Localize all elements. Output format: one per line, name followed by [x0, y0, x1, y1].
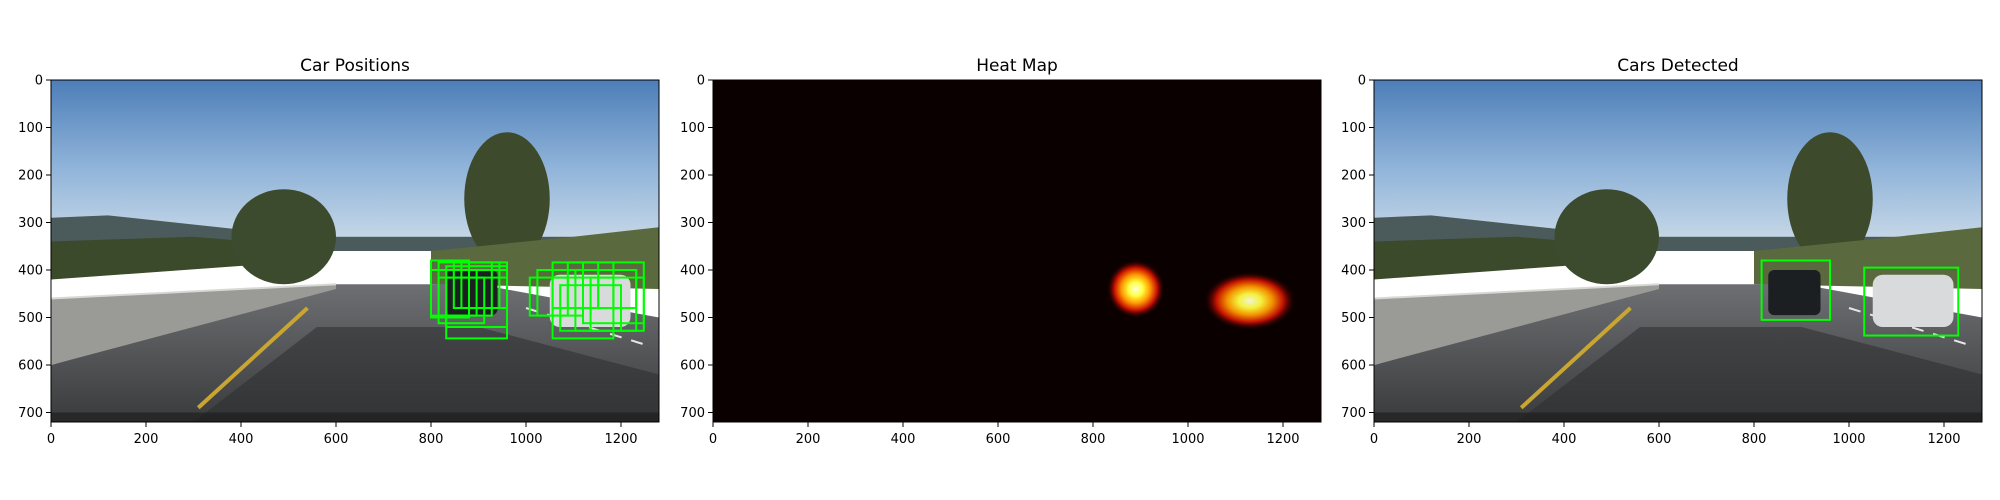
panel-1: Car Positions 0 200 400 600 800 1000 1200 0 100 20…: [18, 56, 660, 447]
x-tick-label: 800: [1742, 432, 1767, 447]
y-tick-label: 700: [18, 406, 43, 421]
y-tick-label: 700: [1341, 406, 1366, 421]
tree-right: [1787, 132, 1873, 266]
hood: [51, 412, 659, 422]
y-tick-label: 500: [680, 311, 705, 326]
y-tick-label: 500: [1341, 311, 1366, 326]
axes-frame: [1373, 79, 1983, 423]
plot-area: [713, 80, 1321, 422]
tree-right: [464, 132, 550, 266]
heat-hotspot: [1107, 260, 1165, 318]
panel-title: Car Positions: [300, 56, 410, 76]
panel-3: Cars Detected 0 200 400 600 800 1000 1200 0 100 20…: [1341, 56, 1983, 447]
barrier-rail: [51, 283, 337, 300]
x-tick-label: 1200: [1927, 432, 1960, 447]
detection-box: [1760, 259, 1831, 321]
y-tick-label: 200: [1341, 169, 1366, 184]
axes-frame: [50, 79, 660, 423]
plot-area: [1374, 80, 1982, 422]
y-tick-label: 200: [680, 169, 705, 184]
detection-box: [430, 269, 478, 317]
y-tick-label: 400: [18, 264, 43, 279]
y-tick-label: 700: [680, 406, 705, 421]
heatmap-background: [713, 80, 1321, 422]
axes-frame: [712, 79, 1322, 423]
x-tick-label: 400: [229, 432, 254, 447]
y-tick-label: 0: [1358, 74, 1366, 89]
x-tick-label: 1200: [604, 432, 637, 447]
y-tick-label: 600: [680, 359, 705, 374]
y-tick-label: 300: [1341, 216, 1366, 231]
x-tick-label: 200: [134, 432, 159, 447]
y-tick-label: 0: [697, 74, 705, 89]
car-black: [1768, 270, 1821, 316]
y-tick-label: 0: [35, 74, 43, 89]
y-tick-label: 400: [680, 264, 705, 279]
x-tick-label: 200: [1457, 432, 1482, 447]
x-tick-label: 800: [419, 432, 444, 447]
sky: [51, 80, 659, 237]
y-tick-label: 100: [1341, 121, 1366, 136]
road-shadow: [1516, 327, 1982, 422]
barrier-rail: [1374, 283, 1660, 300]
plot-area: [51, 80, 659, 422]
panel-title: Heat Map: [976, 56, 1058, 76]
y-tick-label: 600: [1341, 359, 1366, 374]
heat-hotspot: [1204, 272, 1295, 330]
x-tick-label: 800: [1081, 432, 1106, 447]
y-tick-label: 600: [18, 359, 43, 374]
detection-box: [597, 269, 638, 309]
x-tick-label: 0: [47, 432, 55, 447]
panel-title: Cars Detected: [1617, 56, 1738, 76]
tree-left: [231, 189, 336, 285]
y-tick-label: 300: [680, 216, 705, 231]
x-tick-label: 400: [1552, 432, 1577, 447]
x-tick-label: 600: [324, 432, 349, 447]
detection-box: [445, 276, 509, 340]
x-tick-label: 1200: [1266, 432, 1299, 447]
y-tick-label: 500: [18, 311, 43, 326]
x-tick-label: 1000: [1171, 432, 1204, 447]
barrier: [51, 284, 336, 365]
x-tick-label: 400: [891, 432, 916, 447]
x-tick-label: 600: [986, 432, 1011, 447]
y-tick-label: 400: [1341, 264, 1366, 279]
yellow-lane-line: [196, 306, 309, 410]
detection-box: [1863, 266, 1960, 337]
y-tick-label: 100: [18, 121, 43, 136]
panel-2: Heat Map 0 200 400 600 800 1000 1200 0 100 200 300 4…: [680, 56, 1322, 447]
x-tick-label: 200: [796, 432, 821, 447]
x-tick-label: 0: [709, 432, 717, 447]
car-white: [1872, 274, 1954, 327]
tree-left: [1554, 189, 1659, 285]
road-shadow: [193, 327, 659, 422]
yellow-lane-line: [1519, 306, 1632, 410]
y-tick-label: 100: [680, 121, 705, 136]
x-tick-label: 0: [1370, 432, 1378, 447]
y-tick-label: 300: [18, 216, 43, 231]
sky: [1374, 80, 1982, 237]
x-tick-label: 1000: [1832, 432, 1865, 447]
barrier: [1374, 284, 1659, 365]
y-tick-label: 200: [18, 169, 43, 184]
x-tick-label: 600: [1647, 432, 1672, 447]
hood: [1374, 412, 1982, 422]
x-tick-label: 1000: [509, 432, 542, 447]
